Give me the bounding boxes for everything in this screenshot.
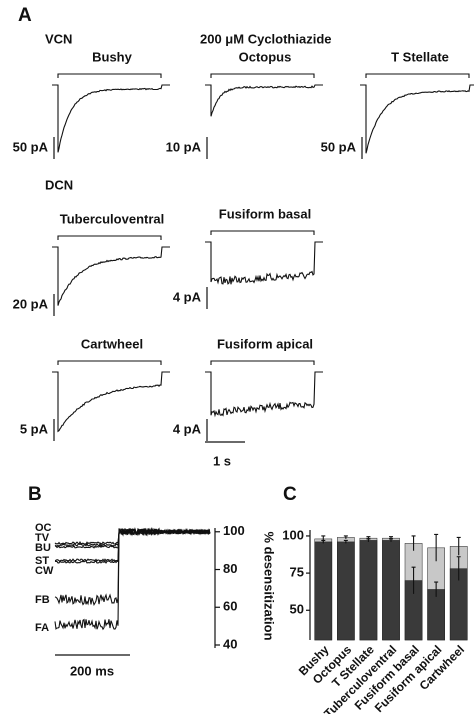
y-tick-label: 60 <box>223 599 237 614</box>
scale-label: 20 pA <box>13 296 49 311</box>
current-trace <box>360 84 474 154</box>
current-trace <box>52 84 170 153</box>
y-tick-label: 80 <box>223 561 237 576</box>
scale-label: 4 pA <box>173 421 202 436</box>
error-bar <box>343 535 348 539</box>
trace-label: FB <box>35 594 50 606</box>
trace-label: OC <box>35 522 52 534</box>
y-tick-label: 100 <box>223 523 245 538</box>
stimulus-bar <box>210 230 315 235</box>
condition-label: 200 μM Cyclothiazide <box>200 31 332 46</box>
trace <box>54 527 211 631</box>
panel-label: C <box>283 484 297 505</box>
scale-label: 50 pA <box>321 139 357 154</box>
stimulus-bar <box>365 73 470 78</box>
stimulus-bar <box>57 73 162 78</box>
trace-label: ST <box>35 555 49 567</box>
scale-label: 10 pA <box>166 139 202 154</box>
cell-name: Octopus <box>239 49 292 64</box>
error-bar <box>411 566 416 594</box>
error-bar <box>343 539 348 544</box>
error-bar <box>434 533 439 562</box>
cell-name: T Stellate <box>391 49 449 64</box>
scale-label: 50 pA <box>13 139 49 154</box>
bar <box>382 540 400 641</box>
stimulus-bar <box>57 235 162 240</box>
error-bar <box>411 535 416 551</box>
bar <box>359 540 378 641</box>
cell-name: Cartwheel <box>81 336 143 351</box>
error-bar <box>389 538 393 542</box>
error-bar <box>456 536 461 556</box>
cell-name: Fusiform basal <box>219 206 311 221</box>
y-tick-label: 75 <box>290 565 304 580</box>
current-trace <box>205 84 323 117</box>
time-scale-label: 200 ms <box>70 663 114 678</box>
error-bar <box>434 581 439 597</box>
y-tick-label: 40 <box>223 636 237 651</box>
bar <box>314 541 333 641</box>
bar <box>427 589 445 641</box>
panel-label: A <box>18 5 32 26</box>
current-trace <box>205 241 323 285</box>
y-axis-label: % desensitization <box>262 531 277 640</box>
current-trace <box>52 246 170 306</box>
time-scale-label: 1 s <box>213 453 231 468</box>
trace <box>54 528 211 606</box>
scale-label: 5 pA <box>20 421 49 436</box>
error-bar <box>456 556 461 581</box>
y-tick-label: 50 <box>290 602 304 617</box>
error-bar <box>321 539 326 544</box>
section-label: DCN <box>45 177 73 192</box>
error-bar <box>366 538 371 542</box>
stimulus-bar <box>57 360 162 365</box>
current-trace <box>52 371 170 433</box>
panel-label: B <box>28 484 42 505</box>
y-tick-label: 100 <box>282 527 304 542</box>
cell-name: Bushy <box>92 49 133 64</box>
stimulus-bar <box>210 360 315 365</box>
trace-label: CW <box>35 565 54 577</box>
cell-name: Fusiform apical <box>217 336 313 351</box>
trace-label: FA <box>35 622 49 634</box>
trace-label: BU <box>35 542 51 554</box>
section-label: VCN <box>45 31 72 46</box>
stimulus-bar <box>210 73 315 78</box>
trace-label: TV <box>35 532 50 544</box>
current-trace <box>205 371 323 418</box>
scale-label: 4 pA <box>173 289 202 304</box>
bar <box>337 541 355 641</box>
cell-name: Tuberculoventral <box>60 211 165 226</box>
